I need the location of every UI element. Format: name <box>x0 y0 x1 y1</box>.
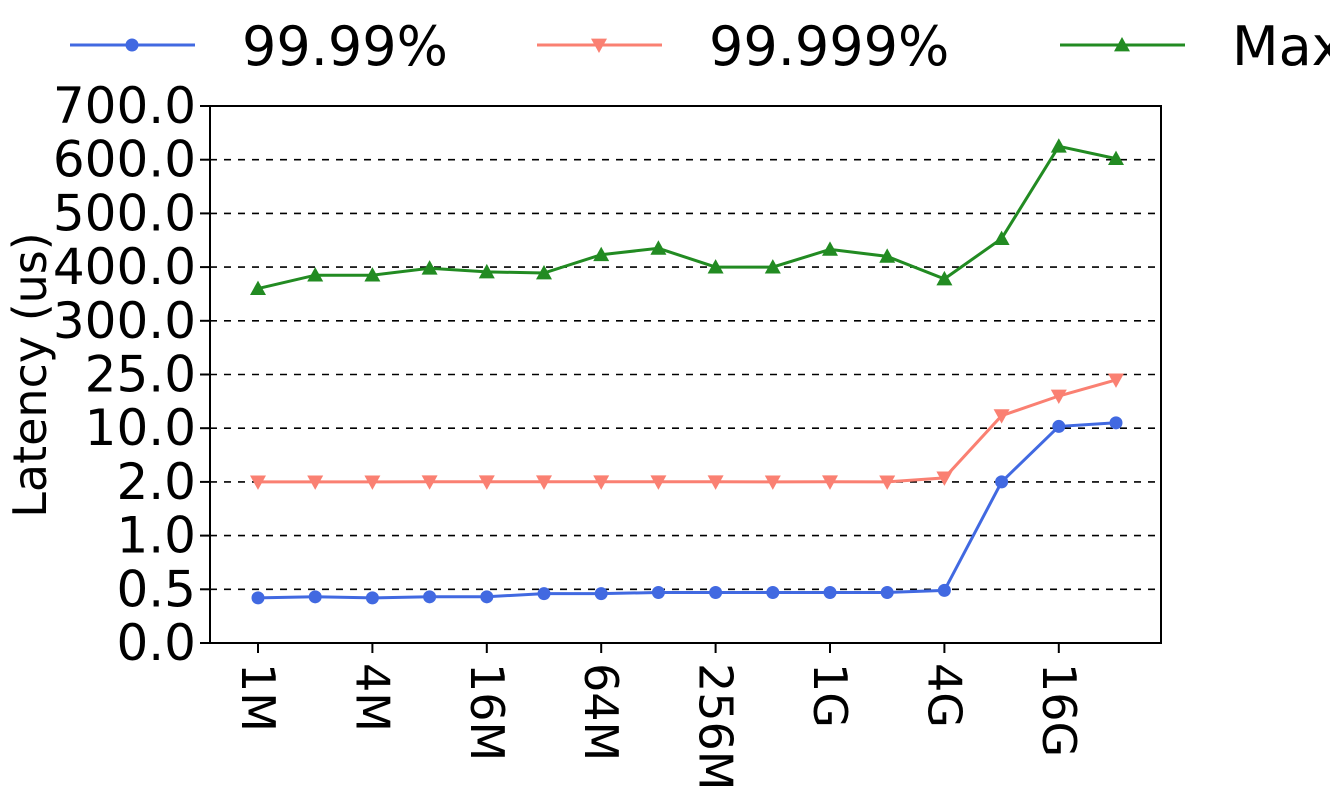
data-point <box>593 246 610 262</box>
legend-item: 99.99% <box>70 15 448 78</box>
data-point <box>478 263 495 279</box>
data-point <box>593 475 610 490</box>
data-point <box>880 586 894 600</box>
y-axis-label: Latency (us) <box>3 232 57 517</box>
data-point <box>1108 150 1124 166</box>
data-point <box>822 241 838 256</box>
legend-label: 99.999% <box>709 15 949 78</box>
data-point <box>364 267 381 282</box>
data-point <box>478 475 495 490</box>
y-tick-label: 700.0 <box>53 77 196 135</box>
data-point <box>308 590 322 604</box>
x-tick-label: 16G <box>1032 663 1086 757</box>
gridlines <box>210 158 1161 591</box>
series-3 <box>250 138 1124 295</box>
data-point <box>936 270 953 286</box>
x-tick-label: 256M <box>689 663 743 791</box>
data-point <box>879 475 896 490</box>
data-point <box>307 475 324 490</box>
data-point <box>1108 373 1124 388</box>
legend-item: 99.999% <box>537 15 949 78</box>
data-point <box>537 587 551 601</box>
y-tick-label: 0.0 <box>116 614 196 672</box>
data-point <box>594 587 608 601</box>
legend-label: Max <box>1232 15 1330 78</box>
series-line <box>257 144 1117 291</box>
data-point <box>879 248 896 263</box>
y-tick-label: 25.0 <box>85 346 196 404</box>
data-point <box>1050 138 1067 153</box>
data-point <box>1052 419 1066 433</box>
data-point <box>764 475 781 490</box>
data-point <box>307 267 324 282</box>
data-point <box>707 475 724 490</box>
data-point <box>423 590 437 604</box>
data-point <box>766 586 780 600</box>
legend-item: Max <box>1060 15 1330 78</box>
data-point <box>993 409 1010 424</box>
data-point <box>364 475 381 490</box>
y-tick-label: 300.0 <box>53 292 196 350</box>
data-point <box>650 475 667 490</box>
x-tick-label: 4G <box>917 663 971 728</box>
legend-marker <box>591 38 607 53</box>
legend-marker <box>125 38 139 52</box>
y-axis: 0.00.51.02.010.025.0300.0400.0500.0600.0… <box>53 77 210 672</box>
x-tick-label: 16M <box>460 663 514 761</box>
data-point <box>251 591 265 605</box>
x-tick-label: 1G <box>803 663 857 728</box>
x-tick-label: 4M <box>345 663 399 732</box>
series-layer <box>250 138 1124 605</box>
data-point <box>822 475 838 490</box>
data-point <box>536 475 552 490</box>
data-point <box>421 475 438 490</box>
x-tick-label: 64M <box>574 663 628 761</box>
data-point <box>995 475 1009 489</box>
series-line <box>257 421 1117 600</box>
data-point <box>365 591 379 605</box>
legend-label: 99.99% <box>242 15 448 78</box>
data-point <box>250 280 266 295</box>
data-point <box>764 259 781 274</box>
y-tick-label: 400.0 <box>53 238 196 296</box>
y-tick-label: 600.0 <box>53 131 196 189</box>
series-2 <box>250 373 1124 490</box>
data-point <box>1109 416 1123 430</box>
y-tick-label: 0.5 <box>116 560 196 618</box>
data-point <box>1050 389 1067 404</box>
data-point <box>823 586 837 600</box>
data-point <box>651 586 665 600</box>
data-point <box>707 259 724 274</box>
x-tick-label: 1M <box>231 663 285 732</box>
series-line <box>258 378 1117 484</box>
y-tick-label: 500.0 <box>53 184 196 242</box>
data-point <box>709 586 723 600</box>
series-1 <box>251 416 1123 605</box>
data-point <box>936 471 953 486</box>
legend: 99.99% 99.999% Max <box>70 15 1330 78</box>
y-tick-label: 2.0 <box>116 453 196 511</box>
data-point <box>421 260 438 275</box>
x-axis: 1M 4M 16M 64M 256M 1G 4G 16G <box>231 643 1086 791</box>
data-point <box>937 583 951 597</box>
data-point <box>250 475 266 490</box>
y-tick-label: 10.0 <box>85 399 196 457</box>
data-point <box>536 265 552 280</box>
y-tick-label: 1.0 <box>116 507 196 565</box>
data-point <box>650 240 667 255</box>
data-point <box>480 590 494 604</box>
data-point <box>993 230 1010 246</box>
legend-marker <box>1114 37 1130 52</box>
